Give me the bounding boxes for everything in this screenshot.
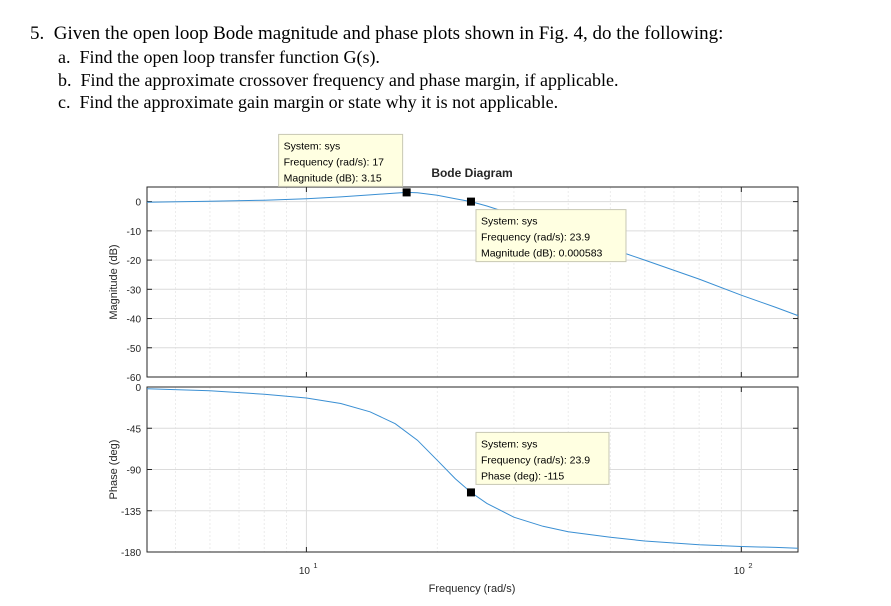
x-tick-exponent: 2 [748, 561, 752, 570]
axes-frame [146, 186, 799, 378]
item-marker: c. [58, 92, 71, 112]
question-item-c: c. Find the approximate gain margin or s… [58, 92, 558, 113]
y-tick-label: -20 [127, 256, 142, 267]
item-text: Find the approximate gain margin or stat… [79, 92, 559, 112]
y-tick-label: -10 [127, 227, 142, 238]
x-tick-label: 102 [734, 561, 753, 577]
y-axis-label: Magnitude (dB) [108, 244, 120, 319]
datatip-box [278, 133, 404, 187]
datatip-line: Frequency (rad/s): 23.9 [481, 454, 590, 466]
item-marker: b. [58, 70, 72, 90]
question-line: 5. Given the open loop Bode magnitude an… [30, 23, 723, 45]
chart-title: Bode Diagram [431, 166, 512, 180]
y-tick-label: -180 [121, 548, 141, 559]
y-axis-label: Phase (deg) [108, 440, 120, 500]
y-tick-label: 0 [135, 383, 141, 394]
datatip-line: Frequency (rad/s): 17 [284, 156, 385, 168]
item-marker: a. [58, 47, 71, 67]
item-text: Find the open loop transfer function G(s… [79, 47, 380, 67]
question-item-b: b. Find the approximate crossover freque… [58, 70, 619, 91]
question-text: Given the open loop Bode magnitude and p… [53, 23, 724, 44]
datatip-box [475, 431, 610, 485]
datatip-marker [466, 488, 475, 497]
datatip-marker [402, 188, 411, 197]
magnitude-panel: 0 -10 -20 -30 -40 -50 -60 Magnitude (dB) System:… [108, 133, 799, 384]
y-tick-label: 0 [135, 198, 141, 209]
datatip-line: Phase (deg): -115 [481, 470, 564, 482]
x-tick-label: 101 [299, 561, 318, 577]
y-tick-label: -60 [127, 373, 142, 384]
y-tick-label: -45 [127, 424, 142, 435]
datatip-line: Magnitude (dB): 0.000583 [481, 248, 603, 260]
datatip-marker [466, 197, 475, 206]
item-text: Find the approximate crossover frequency… [80, 70, 619, 90]
y-tick-label: -90 [127, 466, 142, 477]
x-tick-base: 10 [299, 566, 311, 577]
x-tick-exponent: 1 [313, 561, 317, 570]
y-tick-label: -135 [121, 507, 141, 518]
y-tick-label: -40 [127, 315, 142, 326]
x-tick-base: 10 [734, 566, 746, 577]
question-number: 5. [30, 23, 45, 44]
datatip-line: System: sys [481, 438, 538, 450]
datatip-line: Magnitude (dB): 3.15 [284, 172, 382, 184]
x-axis-label: Frequency (rad/s) [429, 583, 516, 595]
datatip-line: System: sys [284, 140, 341, 152]
y-tick-label: -30 [127, 285, 142, 296]
question-item-a: a. Find the open loop transfer function … [58, 47, 380, 68]
y-tick-label: -50 [127, 344, 142, 355]
phase-panel: 0 -45 -90 -135 -180 Phase (deg) System: sys Fre… [108, 383, 799, 559]
datatip-line: System: sys [481, 216, 538, 228]
magnitude-series-line [146, 191, 799, 317]
datatip-box [475, 209, 627, 263]
plot-area [147, 187, 798, 377]
datatip-line: Frequency (rad/s): 23.9 [481, 232, 590, 244]
